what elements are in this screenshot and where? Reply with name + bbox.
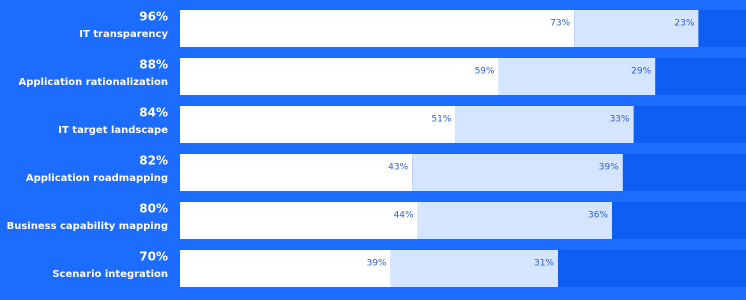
value-label: 29% — [631, 67, 651, 77]
bar-segment — [180, 10, 575, 47]
total-label: 82% — [139, 154, 168, 168]
category-label: IT target landscape — [58, 125, 168, 136]
value-label: 59% — [475, 67, 495, 77]
category-label: Business capability mapping — [7, 221, 168, 232]
value-label: 51% — [431, 115, 451, 125]
value-label: 39% — [599, 163, 619, 173]
bar-segment — [417, 202, 612, 239]
bar-segment — [180, 202, 418, 239]
total-label: 80% — [139, 202, 168, 216]
value-label: 33% — [610, 115, 630, 125]
bar-segment — [412, 154, 623, 191]
bar-segment — [498, 58, 656, 95]
bar-segment — [180, 250, 391, 287]
bar-segment — [180, 154, 413, 191]
bar-segment — [180, 58, 499, 95]
category-label: Application roadmapping — [26, 173, 168, 184]
value-label: 36% — [588, 211, 608, 221]
total-label: 70% — [139, 250, 168, 264]
bar-segment — [180, 106, 456, 143]
total-label: 84% — [139, 106, 168, 120]
value-label: 44% — [394, 211, 414, 221]
value-label: 43% — [388, 163, 408, 173]
category-label: Application rationalization — [18, 77, 168, 88]
value-label: 73% — [550, 19, 570, 29]
total-label: 96% — [139, 10, 168, 24]
value-label: 31% — [534, 259, 554, 269]
value-label: 39% — [367, 259, 387, 269]
category-label: Scenario integration — [52, 269, 168, 280]
bar-segment — [390, 250, 558, 287]
category-label: IT transparency — [79, 29, 168, 40]
bar-segment — [455, 106, 634, 143]
value-label: 23% — [674, 19, 694, 29]
total-label: 88% — [139, 58, 168, 72]
bar-segment — [574, 10, 699, 47]
